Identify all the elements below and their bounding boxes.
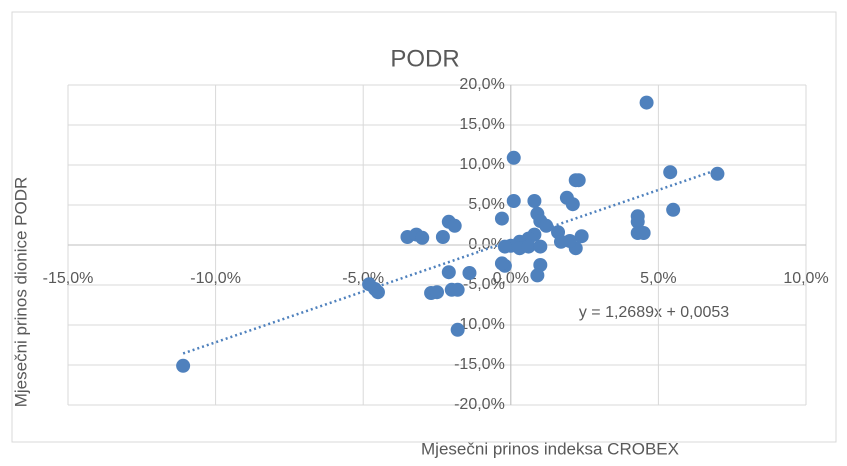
point	[506, 150, 521, 165]
y-tick-label: 15,0%	[459, 116, 504, 133]
point	[663, 165, 678, 180]
trendline-label: y = 1,2689x + 0,0053	[579, 304, 729, 321]
y-tick-label: -15,0%	[454, 356, 505, 373]
y-tick-label: -10,0%	[454, 316, 505, 333]
point	[666, 202, 681, 217]
point	[497, 239, 512, 254]
point	[494, 211, 509, 226]
trendline	[182, 168, 718, 355]
point	[462, 266, 477, 280]
chart-title: PODR	[390, 45, 459, 72]
point	[527, 194, 542, 208]
x-tick-label: -15,0%	[43, 270, 94, 287]
y-tick-label: 10,0%	[459, 156, 504, 173]
point	[176, 358, 191, 373]
point	[450, 322, 465, 337]
point	[565, 197, 580, 212]
point	[435, 230, 450, 244]
y-axis-label: Mjesečni prinos dionice PODR	[11, 177, 30, 408]
point	[630, 214, 645, 229]
point	[506, 194, 521, 208]
y-tick-label: -20,0%	[454, 396, 505, 413]
y-tick-label: 5,0%	[468, 196, 504, 213]
point	[539, 218, 554, 233]
y-tick-label: -5,0%	[463, 276, 505, 293]
point	[533, 239, 548, 254]
point	[494, 256, 509, 271]
point	[450, 282, 465, 297]
point	[362, 277, 377, 292]
x-axis-label: Mjesečni prinos indeksa CROBEX	[421, 439, 679, 458]
x-tick-label: 5,0%	[640, 270, 676, 287]
x-tick-label: -10,0%	[190, 270, 241, 287]
point	[636, 226, 651, 240]
point	[639, 95, 654, 110]
point	[574, 229, 589, 244]
point	[447, 218, 462, 233]
point	[571, 173, 586, 188]
point	[521, 239, 536, 254]
point	[553, 234, 568, 249]
x-tick-label: 10,0%	[783, 270, 828, 287]
point	[530, 268, 545, 283]
y-tick-label: 20,0%	[459, 76, 504, 93]
point	[430, 285, 444, 300]
point	[415, 230, 430, 245]
chart-frame	[11, 11, 837, 443]
point	[710, 166, 725, 181]
point	[441, 265, 456, 280]
